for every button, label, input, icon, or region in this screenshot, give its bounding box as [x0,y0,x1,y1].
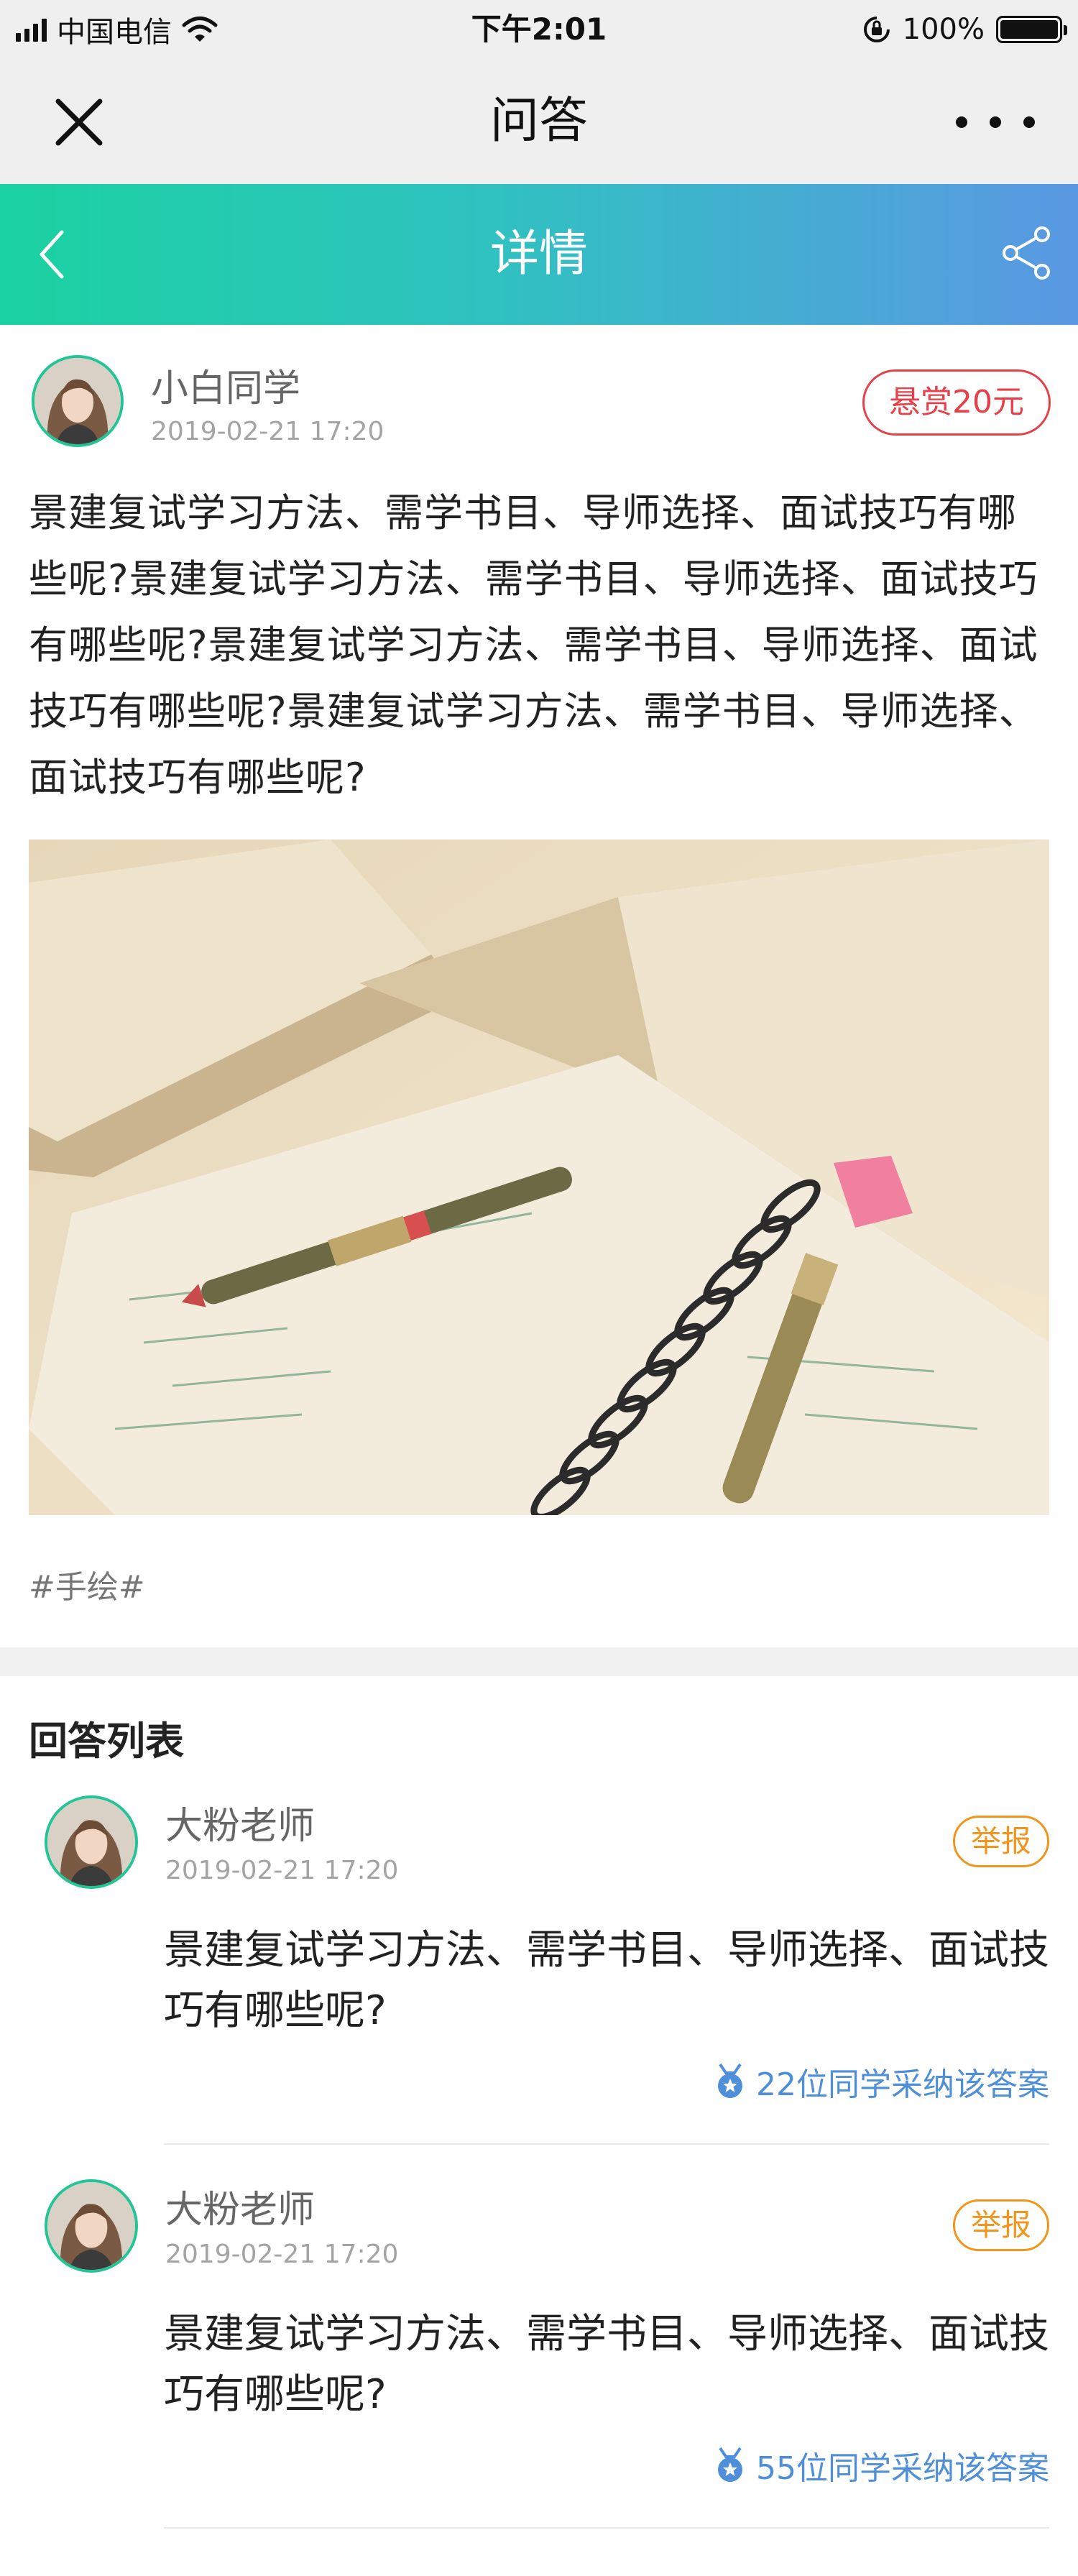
adopt-count-label: 55位同学采纳该答案 [756,2450,1049,2487]
answer-divider [164,2527,1049,2529]
medal-icon [718,2063,742,2098]
question-image[interactable] [29,840,1049,1515]
adopt-count-link[interactable]: 22位同学采纳该答案 [713,2058,1049,2104]
answer-time: 2019-02-21 17:20 [165,2240,399,2269]
question-author-name[interactable]: 小白同学 [151,367,301,410]
answer-author-avatar[interactable] [45,2179,138,2273]
status-right: 100% [862,0,1067,59]
title-bar-title: 问答 [489,93,588,150]
status-left: 中国电信 [16,0,218,59]
answer-divider [164,2143,1049,2145]
more-icon [956,116,967,128]
reward-badge: 悬赏20元 [862,369,1051,436]
answer-author-name[interactable]: 大粉老师 [165,2189,315,2232]
report-button[interactable]: 举报 [952,2199,1049,2251]
signal-icon [16,17,47,42]
close-button[interactable] [45,88,114,157]
back-button[interactable] [16,218,88,290]
answer-item: 大粉老师 2019-02-21 17:20 举报 景建复试学习方法、需学书目、导… [0,1795,1078,2179]
share-icon [1003,226,1050,280]
share-button[interactable] [990,217,1062,289]
answer-text: 景建复试学习方法、需学书目、导师选择、面试技巧有哪些呢? [164,1927,1049,2034]
orientation-lock-icon [863,17,890,42]
battery-icon [996,16,1067,43]
more-button[interactable] [956,102,1035,142]
back-icon [40,230,64,279]
status-bar: 中国电信 下午2:01 100% [0,0,1078,59]
adopt-count-label: 22位同学采纳该答案 [756,2066,1049,2103]
answers-title: 回答列表 [29,1719,184,1764]
question-author-avatar[interactable] [32,355,124,447]
section-divider [0,1647,1078,1676]
answer-text: 景建复试学习方法、需学书目、导师选择、面试技巧有哪些呢? [164,2311,1049,2418]
battery-percent: 100% [902,13,985,46]
status-time: 下午2:01 [471,12,607,47]
title-bar: 问答 [0,59,1078,184]
topic-tag[interactable]: #手绘# [29,1569,145,1606]
answer-author-name[interactable]: 大粉老师 [165,1805,315,1848]
answer-item: 大粉老师 2019-02-21 17:20 举报 景建复试学习方法、需学书目、导… [0,2179,1078,2563]
wifi-icon [182,17,218,42]
close-icon [55,98,103,146]
medal-icon [718,2447,742,2482]
question-time: 2019-02-21 17:20 [151,417,384,446]
carrier-label: 中国电信 [57,16,172,49]
answer-author-avatar[interactable] [45,1795,138,1889]
report-button[interactable]: 举报 [952,1816,1049,1867]
question-text: 景建复试学习方法、需学书目、导师选择、面试技巧有哪些呢?景建复试学习方法、需学书… [29,490,1038,800]
answer-time: 2019-02-21 17:20 [165,1856,399,1885]
page-title: 详情 [489,226,588,282]
adopt-count-link[interactable]: 55位同学采纳该答案 [713,2442,1049,2488]
detail-header: 详情 [0,184,1078,325]
